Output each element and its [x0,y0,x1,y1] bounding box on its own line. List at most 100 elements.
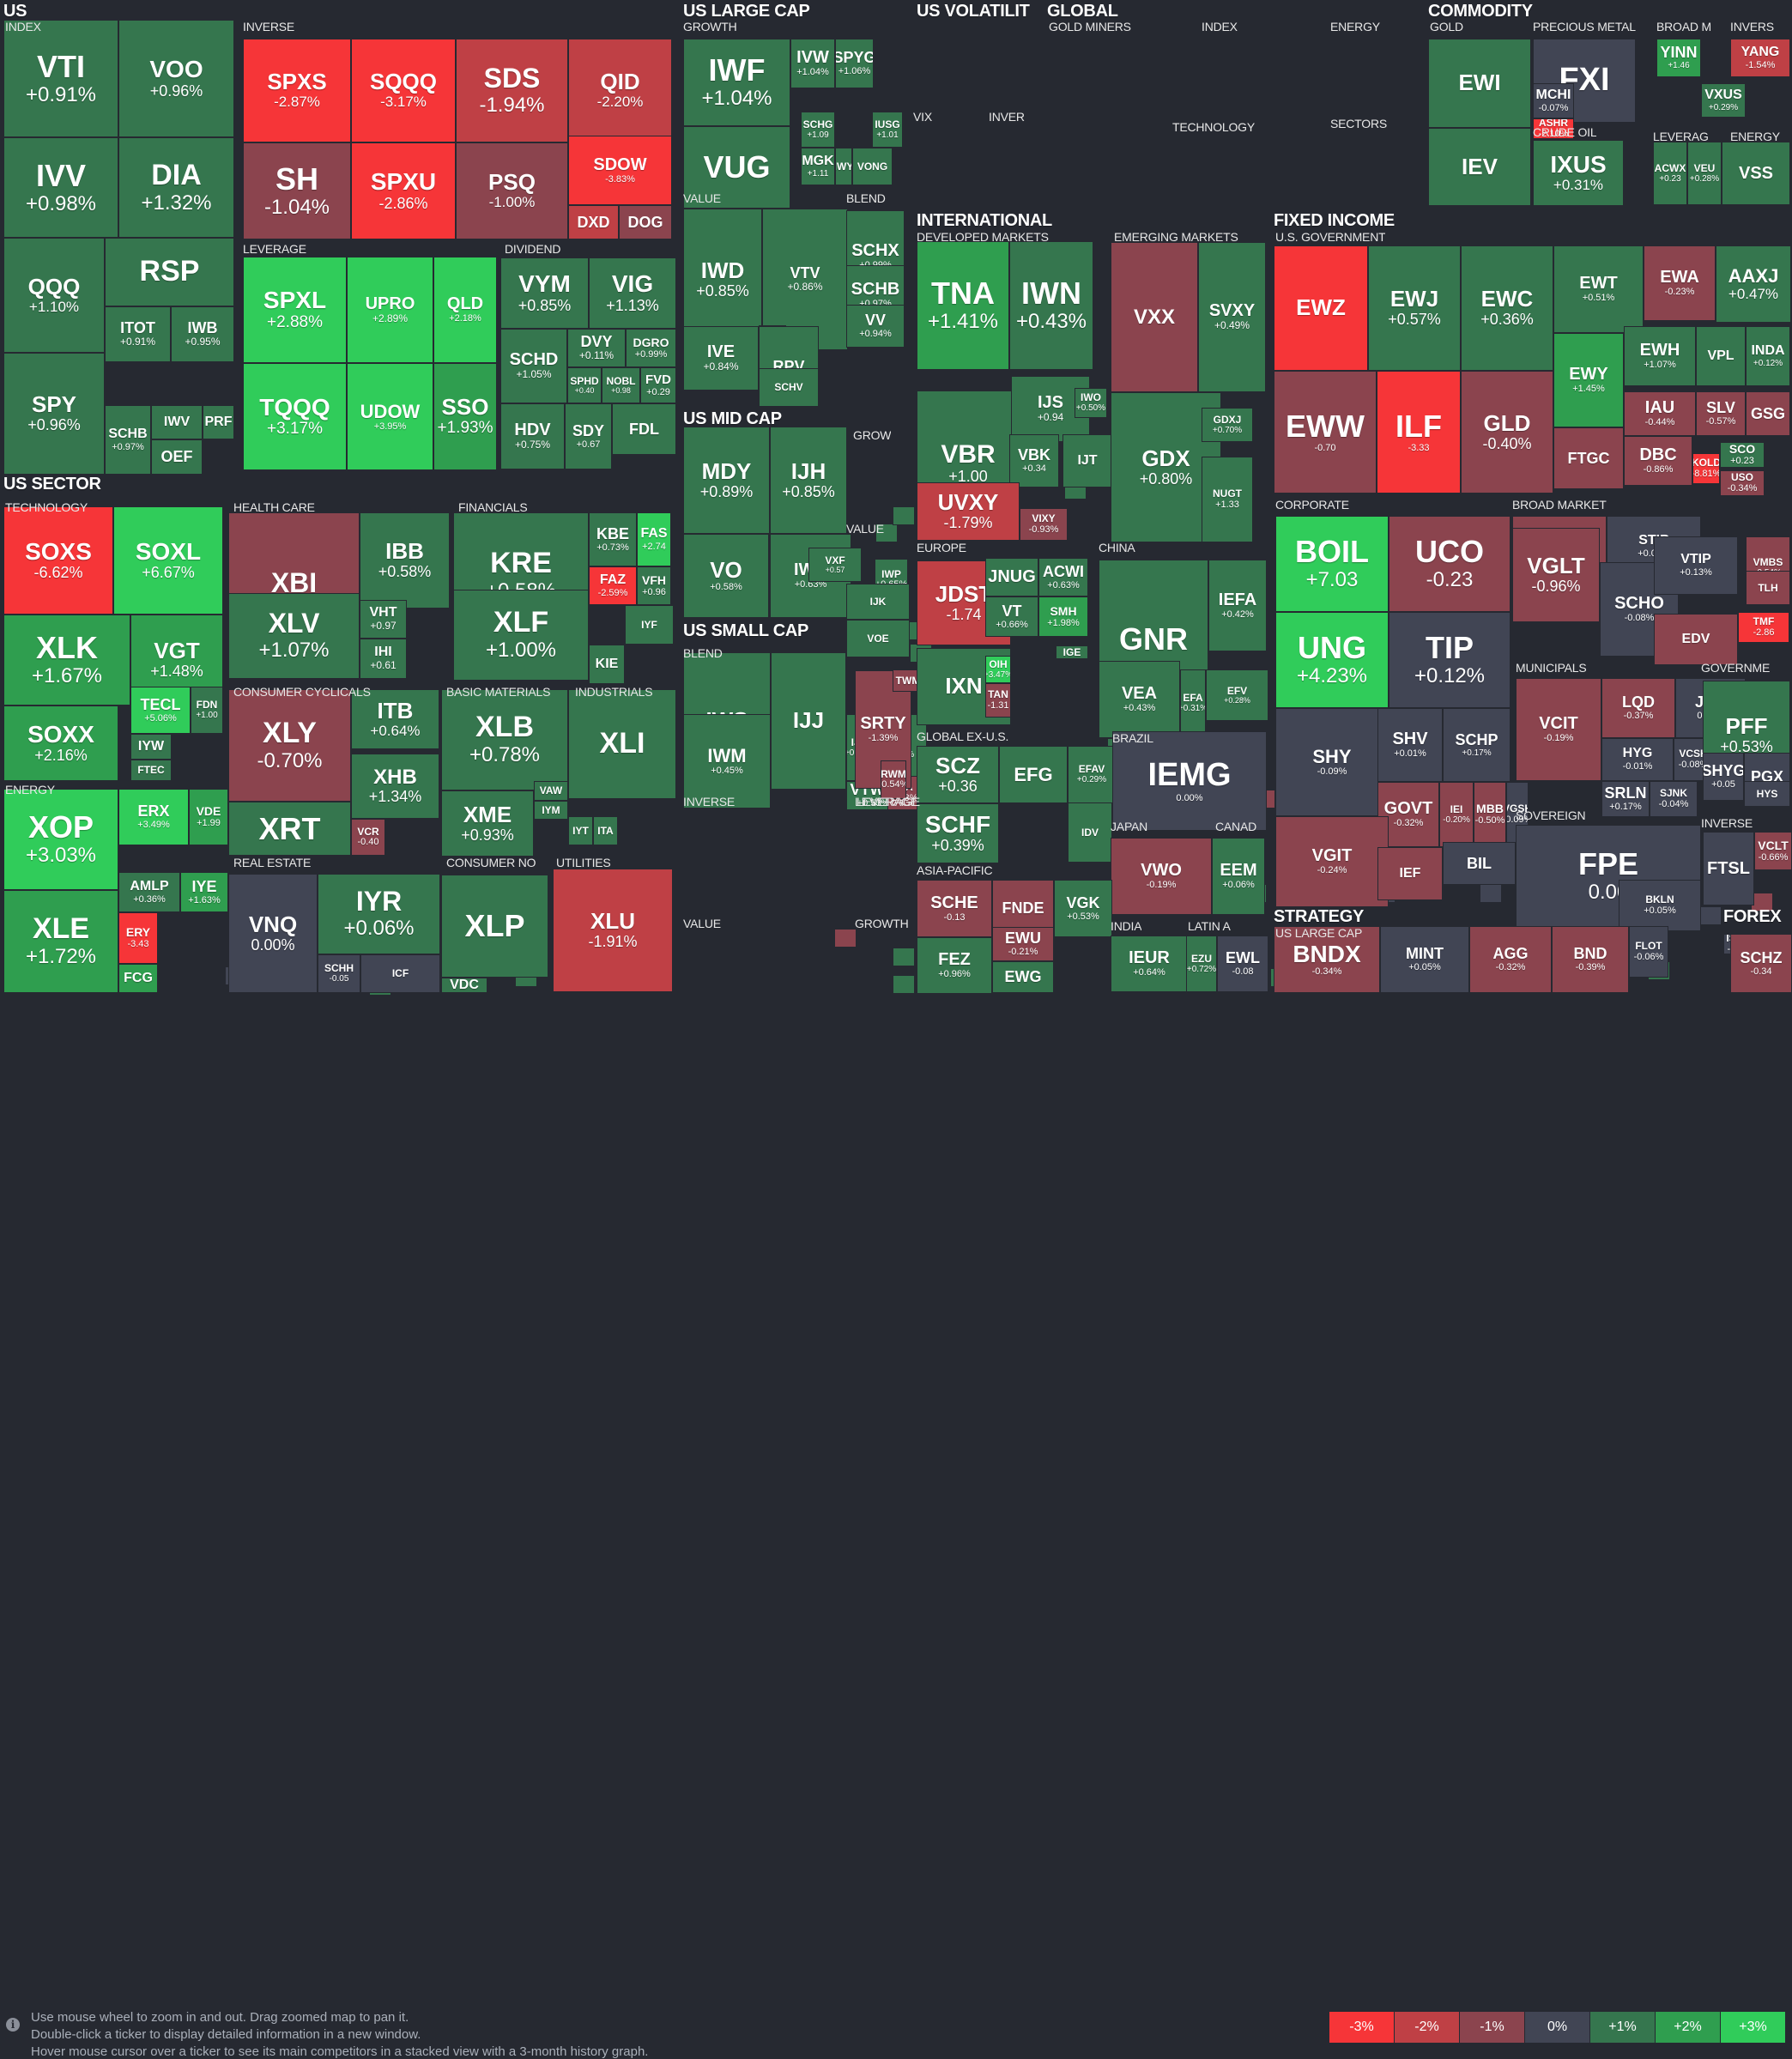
ticker-tile[interactable]: IAU -0.44% [1624,391,1696,436]
ticker-tile[interactable]: GDXJ +0.70% [1202,408,1253,442]
ticker-tile[interactable]: BIL [1443,842,1516,885]
ticker-tile[interactable]: SOXL +6.67% [113,506,223,615]
ticker-tile[interactable]: SQQQ -3.17% [351,39,456,142]
ticker-tile[interactable]: EWH +1.07% [1624,326,1696,386]
ticker-tile[interactable]: SCZ +0.36 [917,746,999,803]
ticker-tile[interactable]: VEU +0.28% [1687,142,1722,205]
ticker-tile[interactable]: XLI [568,689,676,799]
ticker-tile[interactable]: XHB +1.34% [351,754,439,819]
ticker-tile[interactable]: IYW [130,734,172,760]
ticker-tile[interactable]: HDV +0.75% [500,403,565,469]
ticker-tile[interactable]: FTGC [1553,427,1624,489]
ticker-tile[interactable]: SPY +0.96% [3,353,105,475]
ticker-tile[interactable]: TMF -2.86 [1738,612,1789,643]
ticker-tile[interactable]: VTV +0.86% [762,209,848,350]
ticker-tile[interactable]: IJJ [771,652,846,790]
ticker-tile[interactable]: EWZ [1274,245,1368,371]
ticker-tile[interactable]: IVW +1.04% [790,39,835,88]
ticker-tile[interactable]: EWY +1.45% [1553,333,1624,427]
ticker-tile[interactable]: IWV [151,405,203,439]
ticker-tile[interactable]: GLD -0.40% [1461,371,1553,494]
ticker-tile[interactable]: PSQ -1.00% [456,142,568,239]
ticker-tile[interactable]: IJT [1062,434,1112,487]
ticker-tile[interactable]: VXX [1111,242,1198,392]
ticker-tile[interactable]: EWW -0.70 [1274,371,1377,494]
ticker-tile[interactable]: IVE +0.84% [683,326,759,391]
ticker-tile[interactable]: ERY -3.43 [118,912,158,964]
ticker-tile[interactable]: FAS +2.74 [637,512,671,566]
ticker-tile[interactable]: MINT +0.05% [1380,926,1469,993]
ticker-tile[interactable]: SCHG +1.09 [801,112,835,148]
ticker-tile[interactable]: DBC -0.86% [1624,436,1692,486]
ticker-tile[interactable]: IYF [625,605,674,645]
ticker-tile[interactable]: VPL [1696,326,1746,386]
ticker-tile[interactable]: IYM [534,801,568,820]
ticker-tile[interactable]: SHV +0.01% [1377,708,1443,782]
ticker-tile[interactable]: SCHV [759,368,819,407]
ticker-tile[interactable]: EFA+0.31% [1180,669,1206,736]
ticker-tile[interactable]: FVD +0.29 [640,367,676,403]
ticker-tile[interactable]: FAZ -2.59% [589,566,637,605]
ticker-tile[interactable]: FTSL [1703,832,1754,905]
ticker-tile[interactable]: ERX +3.49% [118,789,189,845]
ticker-tile[interactable]: XLY -0.70% [228,689,351,802]
ticker-tile[interactable]: SJNK -0.04% [1650,781,1698,817]
ticker-tile[interactable]: SCHF +0.39% [917,803,999,863]
ticker-tile[interactable]: BKLN +0.05% [1619,880,1701,931]
ticker-tile[interactable]: SLV -0.57% [1696,391,1746,436]
ticker-tile[interactable]: KIE [589,645,625,684]
ticker-tile[interactable]: FTEC [130,760,172,781]
ticker-tile[interactable]: IWB +0.95% [171,306,234,362]
ticker-tile[interactable]: MDY +0.89% [683,427,770,534]
ticker-tile[interactable]: TECL +5.06% [130,687,191,734]
ticker-tile[interactable]: MBB -0.50% [1474,782,1506,847]
ticker-tile[interactable]: VDC [441,978,487,993]
ticker-tile[interactable]: SSO +1.93% [433,363,497,470]
ticker-tile[interactable]: VGIT -0.24% [1275,816,1389,907]
ticker-tile[interactable]: UVXY -1.79% [917,482,1020,541]
ticker-tile[interactable]: IYR +0.06% [318,874,440,954]
ticker-tile[interactable]: XLF +1.00% [453,590,589,681]
ticker-tile[interactable]: NUGT +1.33 [1202,457,1253,542]
ticker-tile[interactable]: ITA [593,816,618,845]
ticker-tile[interactable]: UNG +4.23% [1275,612,1389,708]
ticker-tile[interactable]: JNUG [985,558,1038,597]
ticker-tile[interactable]: YINN +1.46 [1656,39,1701,77]
ticker-tile[interactable]: VHT +0.97 [360,600,407,639]
ticker-tile[interactable]: HYS [1744,781,1790,807]
ticker-tile[interactable]: FLOT -0.06% [1629,926,1668,978]
ticker-tile[interactable]: SCHH -0.05 [318,954,360,993]
ticker-tile[interactable]: SPYG+1.06% [835,39,874,88]
ticker-tile[interactable]: VIG +1.13% [589,257,676,329]
ticker-tile[interactable]: IUSG +1.01 [872,112,903,148]
ticker-tile[interactable]: PRF [203,405,234,439]
ticker-tile[interactable]: IEFA +0.42% [1208,560,1267,651]
ticker-tile[interactable]: XOP +3.03% [3,789,118,890]
ticker-tile[interactable]: DIA +1.32% [118,137,234,238]
ticker-tile[interactable]: USO -0.34% [1720,470,1765,496]
ticker-tile[interactable]: VOE [846,620,910,657]
ticker-tile[interactable]: XRT [228,802,351,856]
ticker-tile[interactable]: AAXJ +0.47% [1716,245,1791,323]
ticker-tile[interactable]: RWM-0.54% [881,760,906,799]
ticker-tile[interactable]: IWY [835,148,852,185]
ticker-tile[interactable]: GSG [1746,391,1790,436]
ticker-tile[interactable]: VDE +1.99 [189,789,228,845]
ticker-tile[interactable]: SPHD +0.40 [567,367,602,403]
ticker-tile[interactable]: IWF +1.04% [683,39,790,126]
ticker-tile[interactable]: VOO +0.96% [118,20,234,137]
ticker-tile[interactable]: OIH+3.47% [985,656,1011,683]
ticker-tile[interactable]: VXUS +0.29% [1701,83,1746,118]
ticker-tile[interactable]: EFG [999,746,1068,803]
ticker-tile[interactable]: VWO -0.19% [1111,838,1212,915]
ticker-tile[interactable]: SMH +1.98% [1038,597,1088,637]
ticker-tile[interactable]: VTIP +0.13% [1654,536,1738,595]
ticker-tile[interactable]: IXUS +0.31% [1533,140,1624,206]
ticker-tile[interactable]: SPXL +2.88% [243,257,347,363]
ticker-tile[interactable]: RSP [105,238,234,306]
ticker-tile[interactable]: QID -2.20% [568,39,672,142]
ticker-tile[interactable]: SPXU -2.86% [351,142,456,239]
ticker-tile[interactable]: UDOW +3.95% [347,363,433,470]
ticker-tile[interactable]: IYE +1.63% [180,872,228,912]
ticker-tile[interactable]: SCHP +0.17% [1443,708,1510,782]
